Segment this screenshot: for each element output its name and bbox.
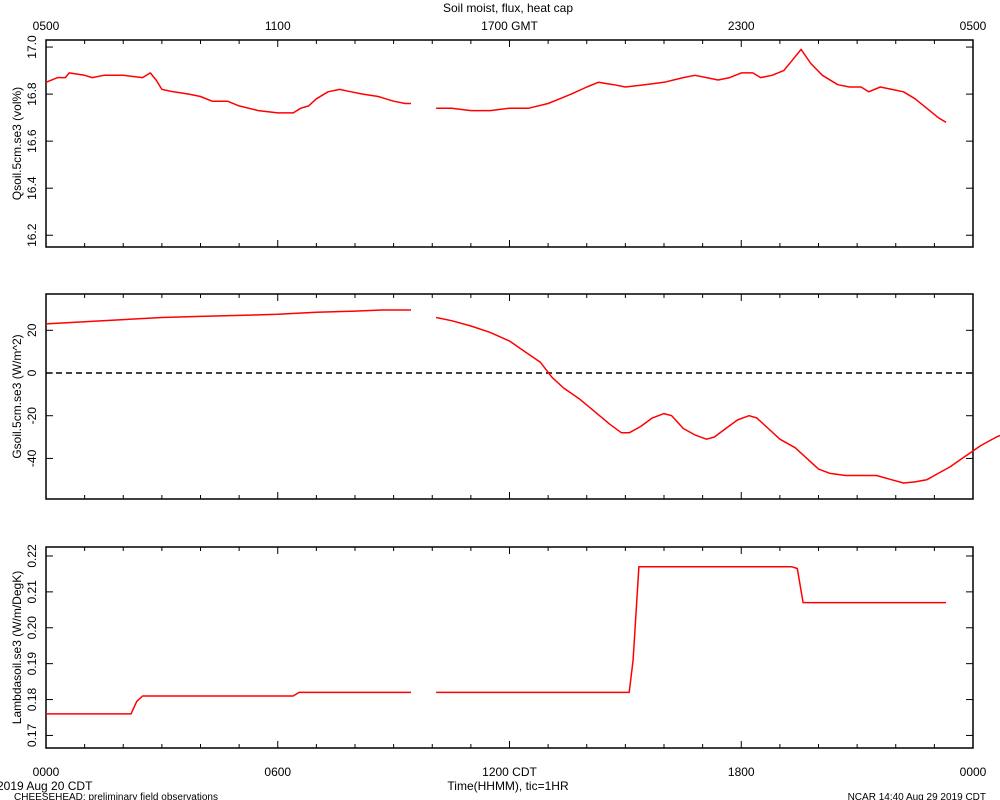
y-tick-label: 17.0: [25, 35, 39, 59]
bottom-axis-tick-labels: 0000 0600 1200 CDT 1800 0000: [33, 765, 987, 779]
y-axis-label: Lambdasoil.se3 (W/m/DegK): [10, 571, 24, 724]
y-tick-label: 0.21: [25, 580, 39, 604]
x-axis-label: Time(HHMM), tic=1HR: [447, 779, 569, 793]
y-tick-label: 16.2: [25, 223, 39, 247]
panel-frame: [45, 546, 974, 749]
top-axis-tick-labels: 0500 1100 1700 GMT 2300 0500: [33, 19, 987, 33]
series-line-segment: [45, 309, 411, 325]
bottom-axis-tick-label: 0600: [264, 765, 291, 779]
top-axis-tick-label: 1100: [265, 19, 291, 33]
series-line-segment: [45, 72, 411, 114]
top-axis-tick-label: 0500: [960, 19, 987, 33]
y-tick-label: -20: [25, 407, 39, 425]
y-tick-label: 20: [25, 323, 39, 337]
y-tick-label: 0.20: [25, 616, 39, 640]
series-line-segment: [436, 48, 947, 123]
panels: 16.2 16.4 16.6 16.8 17.0 Qsoil.5cm.se3 (vol%)…: [10, 35, 1000, 749]
bottom-axis-tick-label: 0000: [960, 765, 987, 779]
bottom-axis-tick-label: 1200 CDT: [482, 765, 537, 779]
y-tick-label: 0.22: [25, 544, 39, 568]
series-line-segment: [435, 316, 1000, 484]
y-tick-label: 0.17: [25, 723, 39, 747]
y-tick-label: 0.18: [25, 688, 39, 712]
footer-right: NCAR 14:40 Aug 29 2019 CDT: [848, 792, 986, 800]
top-axis-tick-label: 2300: [728, 19, 755, 33]
y-tick-label: 0.19: [25, 652, 39, 676]
panel-1: 16.2 16.4 16.6 16.8 17.0 Qsoil.5cm.se3 (vol%): [10, 35, 974, 248]
top-axis-tick-label: 0500: [33, 19, 60, 33]
y-tick-label: 16.4: [25, 176, 39, 200]
y-axis-label: Qsoil.5cm.se3 (vol%): [10, 87, 24, 200]
series-line-segment: [46, 691, 411, 715]
series-line-segment: [436, 565, 946, 694]
y-tick-label: 0: [25, 369, 39, 376]
panel-frame: [45, 293, 974, 500]
bottom-axis-tick-label: 0000: [33, 765, 60, 779]
date-label: 2019 Aug 20 CDT: [0, 779, 93, 793]
y-axis-label: Gsoil.5cm.se3 (W/m^2): [10, 334, 24, 458]
y-tick-label: 16.6: [25, 129, 39, 153]
top-axis-tick-label: 1700 GMT: [481, 19, 538, 33]
chart-title: Soil moist, flux, heat cap: [443, 1, 573, 15]
y-tick-label: -40: [25, 449, 39, 467]
y-tick-label: 16.8: [25, 82, 39, 106]
footer-left: CHEESEHEAD: preliminary field observatio…: [14, 792, 218, 800]
bottom-axis-tick-label: 1800: [728, 765, 755, 779]
panel-frame: [45, 39, 974, 248]
